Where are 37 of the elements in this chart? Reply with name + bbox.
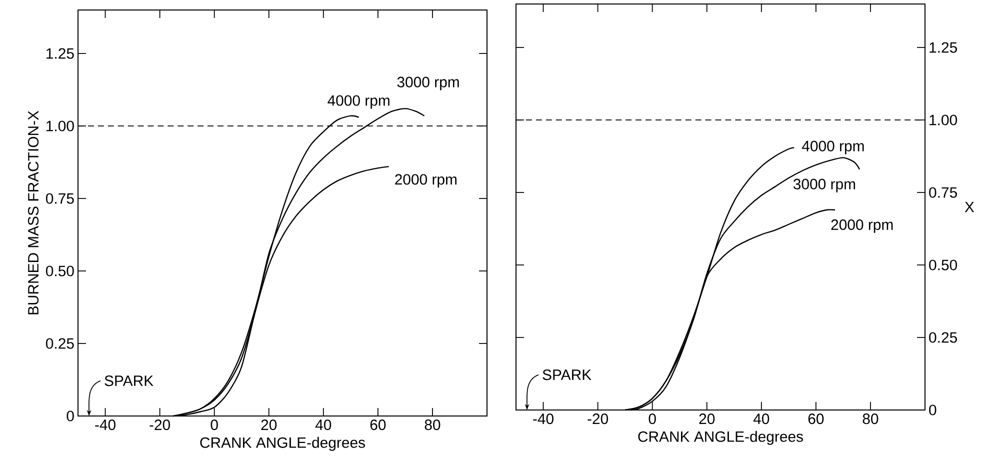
y-tick-label: 0.25 (46, 338, 74, 349)
x-tick-label: -40 (533, 414, 554, 424)
x-axis-title: CRANK ANGLE-degrees (638, 430, 803, 445)
y2-tick-label: 1.25 (930, 42, 957, 53)
annotation: SPARK (542, 369, 592, 380)
x-tick-label: -20 (588, 414, 608, 424)
x-tick-label: 20 (699, 414, 715, 424)
y2-tick-label: 0.75 (929, 187, 957, 198)
x-tick-label: 80 (424, 420, 440, 430)
y2-tick-label: 0 (929, 404, 936, 416)
x-tick-label: 80 (862, 414, 878, 424)
x-tick-label: 20 (261, 420, 277, 430)
x-axis-title: CRANK ANGLE-degrees (200, 436, 365, 451)
x-tick-label: -40 (95, 420, 116, 430)
series-label: 2000 rpm (395, 174, 456, 188)
x-tick-label: 60 (808, 414, 824, 424)
y-axis-title: BURNED MASS FRACTION-X (28, 110, 39, 314)
x-tick-label: 60 (370, 420, 386, 430)
series-label: 4000 rpm (802, 140, 864, 154)
series-label: 2000 rpm (831, 219, 893, 233)
y2-axis-title: X (964, 202, 974, 212)
y-tick-label: 1.00 (46, 120, 74, 132)
x-tick-label: 0 (210, 420, 218, 430)
x-tick-label: 0 (648, 414, 656, 424)
x-tick-label: 40 (753, 414, 770, 424)
y2-tick-label: 0.50 (929, 260, 958, 270)
y-tick-label: 1.25 (46, 48, 74, 59)
x-tick-label: -20 (150, 420, 170, 430)
series-label: 3000 rpm (793, 178, 856, 192)
series-label: 4000 rpm (328, 95, 390, 109)
y2-tick-label: 1.00 (930, 114, 958, 126)
y-tick-label: 0.50 (46, 266, 74, 276)
y2-tick-label: 0.25 (929, 332, 957, 343)
y-tick-label: 0.75 (46, 193, 74, 204)
x-tick-label: 40 (315, 420, 332, 430)
annotation: SPARK (104, 375, 154, 386)
series-label: 3000 rpm (397, 76, 459, 90)
